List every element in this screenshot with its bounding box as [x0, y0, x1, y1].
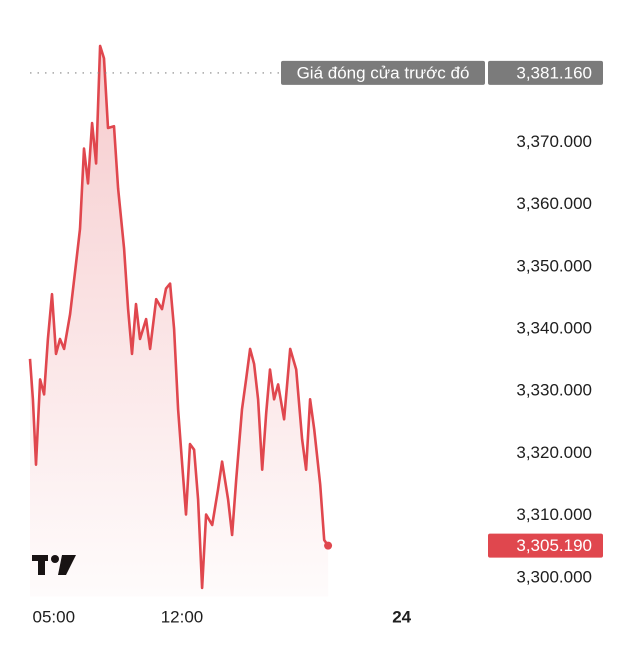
y-tick-label: 3,330.000: [516, 381, 592, 400]
y-tick-label: 3,350.000: [516, 256, 592, 275]
x-tick-label: 12:00: [161, 607, 204, 626]
y-tick-label: 3,310.000: [516, 505, 592, 524]
last-point: [324, 541, 333, 550]
x-tick-label: 05:00: [33, 607, 76, 626]
previous-close-value-box: [488, 60, 603, 85]
y-tick-label: 3,360.000: [516, 194, 592, 213]
last-price-box: [488, 533, 603, 558]
x-tick-label: 24: [392, 607, 411, 626]
y-tick-label: 3,370.000: [516, 132, 592, 151]
y-tick-label: 3,320.000: [516, 443, 592, 462]
price-line: [28, 44, 330, 590]
y-tick-label: 3,300.000: [516, 567, 592, 586]
y-tick-label: 3,340.000: [516, 319, 592, 338]
previous-close-value: 3,381.160: [516, 63, 592, 82]
last-price-value: 3,305.190: [516, 536, 592, 555]
area: [30, 45, 329, 597]
previous-close-label: Giá đóng cửa trước đó: [297, 63, 470, 82]
previous-close-label-box: [281, 60, 485, 85]
